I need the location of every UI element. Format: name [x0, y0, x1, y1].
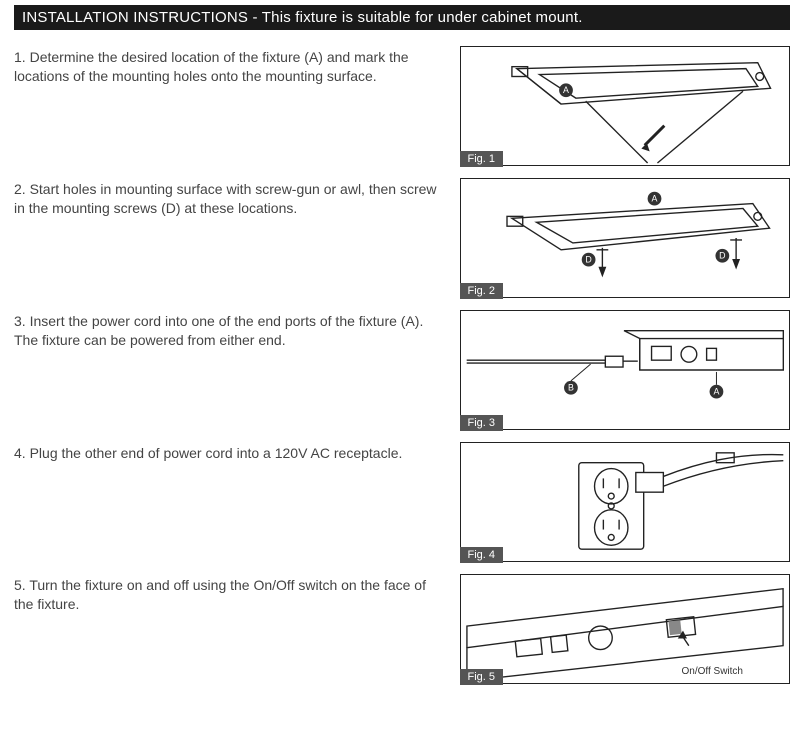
figure-box: B A Fig. 3 [460, 310, 790, 430]
figure-caption: On/Off Switch [681, 666, 743, 677]
step-text: 5. Turn the fixture on and off using the… [14, 574, 460, 614]
figure-label: Fig. 5 [460, 669, 504, 685]
figure-box: A Fig. 1 [460, 46, 790, 166]
figure-box: A D D Fig. 2 [460, 178, 790, 298]
step-text: 1. Determine the desired location of the… [14, 46, 460, 86]
figure-4-svg [461, 443, 789, 561]
step-body: Turn the fixture on and off using the On… [14, 577, 426, 612]
step-text: 3. Insert the power cord into one of the… [14, 310, 460, 350]
header-title-rest: - This fixture is suitable for under cab… [248, 9, 582, 26]
figure-3-svg: B A [461, 311, 789, 429]
figure-label: Fig. 2 [460, 283, 504, 299]
svg-text:D: D [585, 255, 591, 265]
svg-text:A: A [563, 85, 569, 95]
step-row: 4. Plug the other end of power cord into… [14, 442, 790, 562]
step-body: Insert the power cord into one of the en… [14, 313, 423, 348]
figure-2-svg: A D D [461, 179, 789, 297]
step-number: 3. [14, 313, 26, 329]
figure-box: Fig. 5 On/Off Switch [460, 574, 790, 684]
step-body: Determine the desired location of the fi… [14, 49, 409, 84]
svg-text:A: A [713, 387, 719, 397]
figure-label: Fig. 4 [460, 547, 504, 563]
step-number: 4. [14, 445, 26, 461]
step-number: 5. [14, 577, 26, 593]
figure-1-svg: A [461, 47, 789, 165]
step-text: 2. Start holes in mounting surface with … [14, 178, 460, 218]
step-row: 5. Turn the fixture on and off using the… [14, 574, 790, 684]
step-text: 4. Plug the other end of power cord into… [14, 442, 460, 463]
step-row: 3. Insert the power cord into one of the… [14, 310, 790, 430]
step-body: Plug the other end of power cord into a … [30, 445, 403, 461]
step-row: 1. Determine the desired location of the… [14, 46, 790, 166]
section-header: INSTALLATION INSTRUCTIONS - This fixture… [14, 5, 790, 30]
figure-label: Fig. 3 [460, 415, 504, 431]
step-body: Start holes in mounting surface with scr… [14, 181, 437, 216]
step-number: 2. [14, 181, 26, 197]
figure-label: Fig. 1 [460, 151, 504, 167]
figure-box: Fig. 4 [460, 442, 790, 562]
svg-text:B: B [568, 383, 574, 393]
step-row: 2. Start holes in mounting surface with … [14, 178, 790, 298]
svg-text:A: A [652, 194, 658, 204]
svg-text:D: D [719, 251, 725, 261]
step-number: 1. [14, 49, 26, 65]
header-title-strong: INSTALLATION INSTRUCTIONS [22, 9, 248, 26]
